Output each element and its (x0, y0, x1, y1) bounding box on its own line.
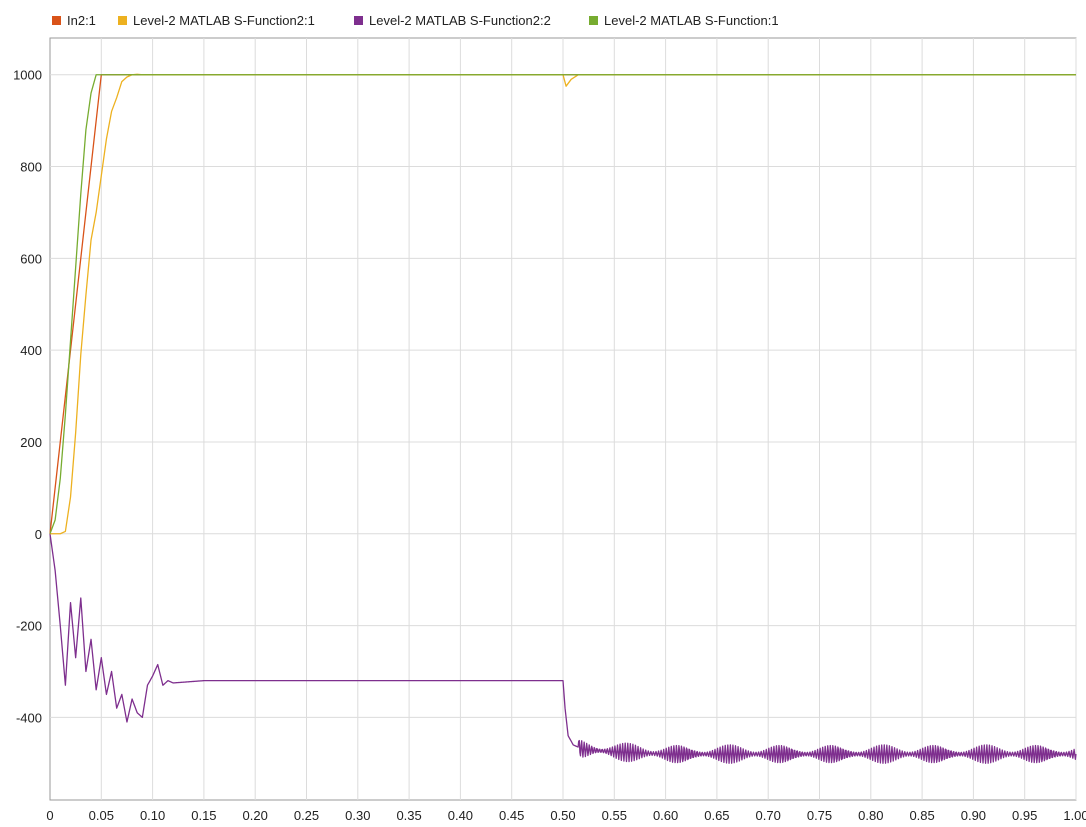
legend-swatch (52, 16, 61, 25)
y-tick-label: 400 (20, 343, 42, 358)
x-tick-label: 1.00 (1063, 808, 1086, 823)
legend-item: Level-2 MATLAB S-Function:1 (589, 13, 779, 28)
x-tick-label: 0.45 (499, 808, 524, 823)
legend-label: Level-2 MATLAB S-Function2:2 (369, 13, 551, 28)
legend-label: Level-2 MATLAB S-Function:1 (604, 13, 779, 28)
legend-swatch (118, 16, 127, 25)
legend-item: In2:1 (52, 13, 96, 28)
x-tick-label: 0.85 (909, 808, 934, 823)
legend-swatch (589, 16, 598, 25)
x-tick-label: 0.20 (243, 808, 268, 823)
series-line-4 (49, 74, 1076, 534)
x-tick-label: 0.90 (961, 808, 986, 823)
x-tick-label: 0.95 (1012, 808, 1037, 823)
x-tick-label: 0.75 (807, 808, 832, 823)
chart-legend: In2:1 Level-2 MATLAB S-Function2:1 Level-2… (0, 0, 1086, 34)
x-tick-label: 0 (46, 808, 53, 823)
x-tick-label: 0.70 (756, 808, 781, 823)
legend-item: Level-2 MATLAB S-Function2:2 (354, 13, 551, 28)
x-tick-label: 0.80 (858, 808, 883, 823)
x-tick-label: 0.40 (448, 808, 473, 823)
legend-label: Level-2 MATLAB S-Function2:1 (133, 13, 315, 28)
legend-swatch (354, 16, 363, 25)
x-tick-label: 0.55 (602, 808, 627, 823)
y-tick-label: 600 (20, 251, 42, 266)
x-tick-label: 0.25 (294, 808, 319, 823)
x-tick-label: 0.10 (140, 808, 165, 823)
legend-label: In2:1 (67, 13, 96, 28)
y-tick-label: 800 (20, 160, 42, 175)
y-tick-label: -400 (16, 710, 42, 725)
y-tick-label: 0 (35, 527, 42, 542)
x-tick-label: 0.60 (653, 808, 678, 823)
x-tick-label: 0.15 (191, 808, 216, 823)
x-tick-label: 0.30 (345, 808, 370, 823)
x-tick-label: 0.05 (89, 808, 114, 823)
x-tick-label: 0.65 (704, 808, 729, 823)
y-tick-label: 200 (20, 435, 42, 450)
y-tick-label: 1000 (13, 68, 42, 83)
series-line-3 (49, 533, 1077, 764)
y-tick-label: -200 (16, 619, 42, 634)
legend-item: Level-2 MATLAB S-Function2:1 (118, 13, 315, 28)
x-tick-label: 0.50 (550, 808, 575, 823)
x-tick-label: 0.35 (396, 808, 421, 823)
